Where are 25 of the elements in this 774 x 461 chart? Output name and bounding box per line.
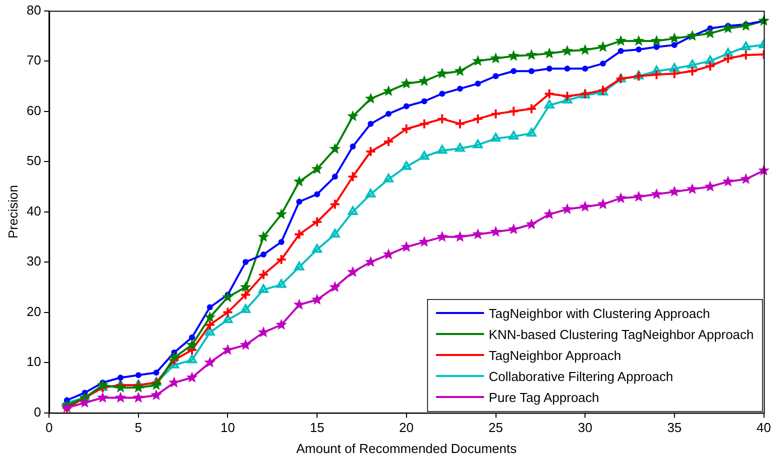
y-tick-label: 80 [26,2,42,18]
y-tick-label: 50 [26,153,42,168]
y-tick-label: 60 [26,102,42,118]
legend-label: Pure Tag Approach [488,390,600,405]
y-axis-title: Precision [5,185,20,239]
y-tick-label: 10 [26,354,42,370]
y-tick-label: 40 [26,203,42,218]
x-tick-label: 0 [45,420,53,436]
y-tick-label: 70 [26,52,42,68]
legend-label: TagNeighbor Approach [488,348,622,363]
x-tick-label: 25 [488,420,503,436]
x-tick-label: 15 [310,420,324,436]
x-tick-label: 10 [220,420,235,436]
y-tick-label: 20 [26,304,42,319]
x-tick-label: 30 [578,420,592,436]
legend-label: KNN-based Clustering TagNeighbor Approach [488,326,754,342]
legend-label: Collaborative Filtering Approach [488,368,674,384]
x-tick-label: 35 [667,420,682,436]
legend-label: TagNeighbor with Clustering Approach [488,306,710,321]
x-tick-label: 40 [756,420,772,436]
x-tick-label: 5 [134,420,142,436]
x-tick-label: 20 [399,420,414,436]
y-tick-label: 30 [26,254,42,269]
y-tick-label: 0 [34,404,42,420]
x-axis-title: Amount of Recommended Documents [296,440,518,456]
